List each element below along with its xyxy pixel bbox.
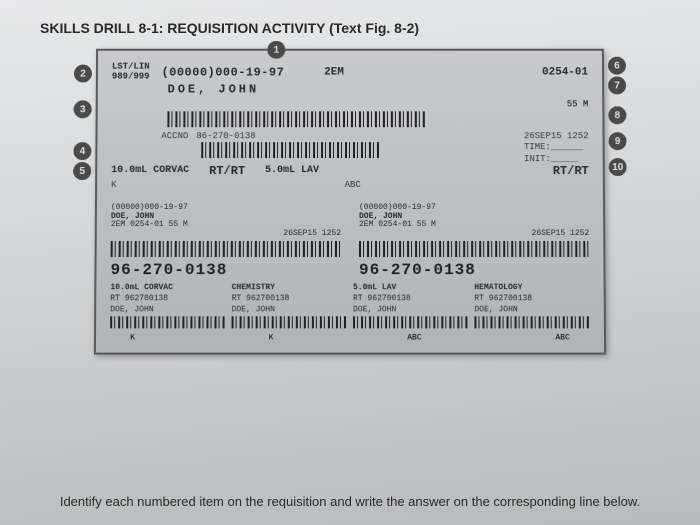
barcode-l [111, 241, 341, 257]
tube2-rtrt: RT/RT [553, 164, 589, 178]
ss-text: 55 M [112, 99, 589, 109]
lst-group: LST/LIN 989/999 [112, 63, 150, 83]
label-l-date: 26SEP15 1252 [111, 230, 341, 239]
marker-7: 7 [608, 77, 626, 95]
spec3-name: DOE, JOHN [353, 305, 468, 314]
collection-date: 26SEP15 1252 [524, 131, 589, 143]
marker-1: 1 [267, 41, 285, 59]
k-row: K K ABC ABC [110, 333, 590, 342]
marker-6: 6 [608, 57, 626, 75]
spec2-dept: CHEMISTRY [232, 283, 347, 292]
abc-label: ABC [345, 180, 361, 190]
label-left: (00000)000-19-97 DOE, JOHN 2EM 0254-01 5… [111, 204, 341, 259]
bignum-row: 96-270-0138 96-270-0138 [110, 261, 589, 279]
marker-4: 4 [73, 142, 91, 160]
tube1-vol: 10.0mL CORVAC [111, 165, 189, 176]
marker-3: 3 [74, 100, 92, 118]
barcode-s1 [110, 316, 225, 328]
page-title: SKILLS DRILL 8-1: REQUISITION ACTIVITY (… [40, 20, 660, 36]
time-field: TIME:______ [524, 143, 589, 155]
label-r-date: 26SEP15 1252 [359, 230, 589, 239]
tube1-rtrt: RT/RT [209, 164, 245, 178]
bignum-right: 96-270-0138 [359, 261, 590, 279]
k4: ABC [555, 333, 570, 342]
barcode-s3 [353, 316, 468, 328]
spec4-rt: RT 962700138 [474, 294, 589, 303]
spec1-name: DOE, JOHN [110, 305, 225, 314]
barcode-main [167, 111, 426, 127]
k-label: K [111, 180, 116, 190]
patient-name: DOE, JOHN [168, 82, 589, 96]
k3: ABC [407, 333, 421, 342]
accno-label: ACCNO [161, 131, 188, 166]
barcode-s2 [232, 316, 347, 328]
date-block: 26SEP15 1252 TIME:______ INIT:_____ [524, 131, 589, 166]
acct-number: 0254-01 [542, 67, 588, 79]
barcode-r [359, 241, 589, 257]
tube2-vol: 5.0mL LAV [265, 165, 319, 176]
header-row: LST/LIN 989/999 (00000)000-19-97 2EM 025… [112, 63, 588, 83]
specimen-row: 10.0mL CORVAC RT 962700138 DOE, JOHN CHE… [110, 283, 590, 330]
marker-5: 5 [73, 162, 91, 180]
spec3-rt: RT 962700138 [353, 294, 468, 303]
barcode-s4 [474, 316, 589, 328]
sub-row: K ABC [111, 180, 589, 190]
lst-line2: 989/999 [112, 72, 150, 82]
spec4-dept: HEMATOLOGY [474, 283, 589, 292]
marker-2: 2 [74, 65, 92, 83]
label-right: (00000)000-19-97 DOE, JOHN 2EM 0254-01 5… [359, 204, 589, 259]
spec-col-3: 5.0mL LAV RT 962700138 DOE, JOHN [353, 283, 468, 330]
spec1-rt: RT 962700138 [110, 294, 225, 303]
k1: K [130, 333, 135, 342]
spec2-rt: RT 962700138 [232, 294, 347, 303]
spec-col-1: 10.0mL CORVAC RT 962700138 DOE, JOHN [110, 283, 226, 330]
bignum-left: 96-270-0138 [110, 261, 341, 279]
accno-value: 86-270-0138 [196, 131, 255, 166]
marker-10: 10 [609, 158, 627, 176]
marker-9: 9 [608, 132, 626, 150]
instruction-text: Identify each numbered item on the requi… [40, 494, 660, 509]
marker-8: 8 [608, 106, 626, 124]
page: SKILLS DRILL 8-1: REQUISITION ACTIVITY (… [0, 0, 700, 525]
labels-row: (00000)000-19-97 DOE, JOHN 2EM 0254-01 5… [111, 204, 590, 259]
spec-col-2: CHEMISTRY RT 962700138 DOE, JOHN [232, 283, 347, 330]
spec-col-4: HEMATOLOGY RT 962700138 DOE, JOHN [474, 283, 590, 330]
requisition-form: 1 2 3 4 5 6 7 8 9 10 LST/LIN 989/999 (00… [94, 49, 606, 355]
spec2-name: DOE, JOHN [232, 305, 347, 314]
tube-row: 10.0mL CORVAC RT/RT 5.0mL LAV RT/RT [111, 164, 589, 178]
patient-id: (00000)000-19-97 [161, 66, 284, 80]
k2: K [269, 333, 274, 342]
spec4-name: DOE, JOHN [474, 305, 589, 314]
spec1-vol: 10.0mL CORVAC [110, 283, 225, 292]
spec3-vol: 5.0mL LAV [353, 283, 468, 292]
zen-code: 2EM [324, 67, 344, 79]
